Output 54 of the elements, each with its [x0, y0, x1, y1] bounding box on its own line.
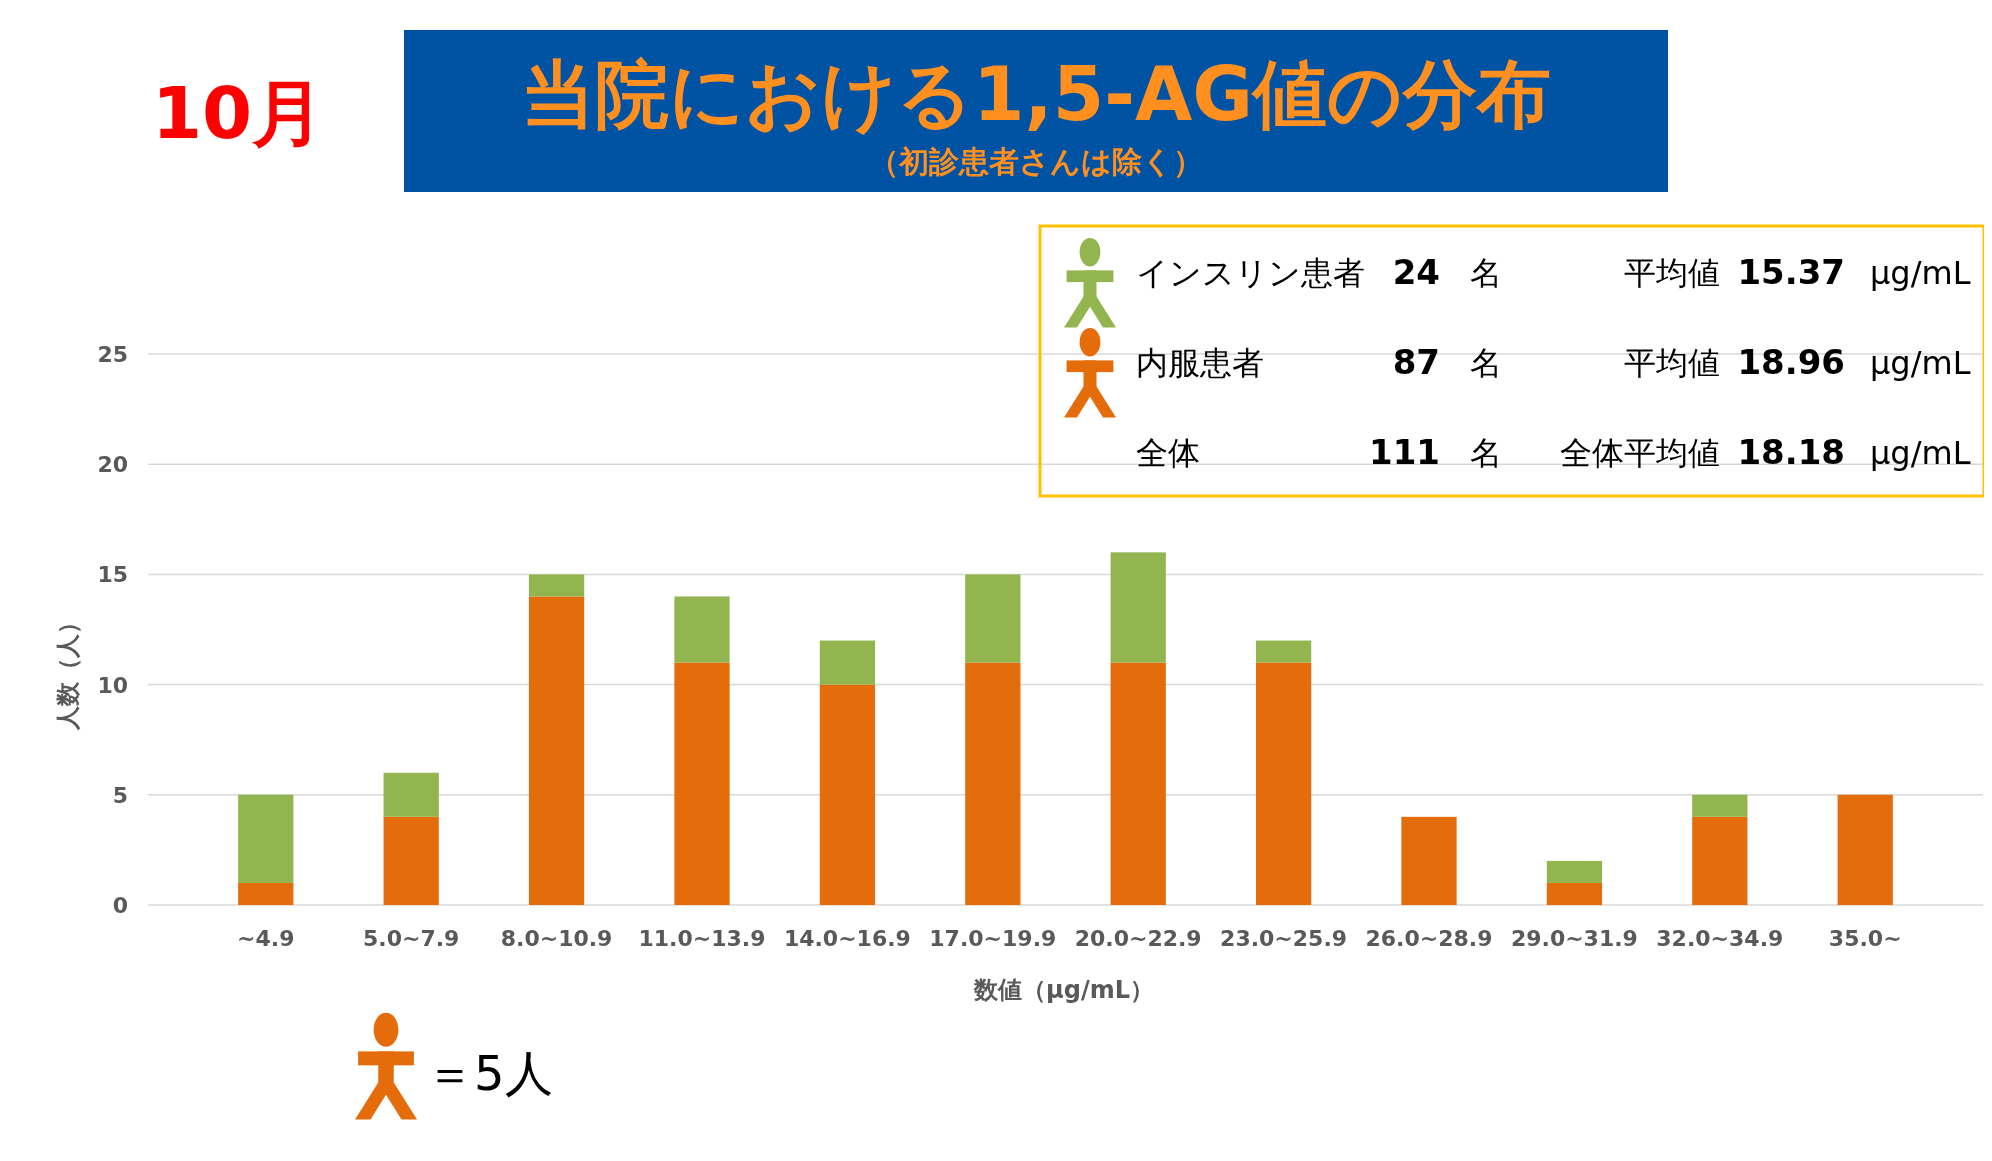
- x-tick-label: 23.0~25.9: [1220, 926, 1348, 951]
- x-tick-label: ~4.9: [237, 926, 295, 951]
- bar: [965, 662, 1021, 905]
- bar: [1110, 552, 1166, 663]
- bar: [1692, 794, 1748, 817]
- y-tick-label: 20: [97, 452, 128, 478]
- x-tick-label: 32.0~34.9: [1656, 926, 1784, 951]
- x-tick-label: 5.0~7.9: [362, 926, 460, 951]
- bar: [819, 684, 876, 905]
- bar: [819, 640, 876, 685]
- bar: [238, 794, 294, 883]
- legend-label: 内服患者: [1136, 344, 1264, 382]
- text: ＝5人: [426, 1045, 553, 1101]
- x-tick-label: 20.0~22.9: [1074, 926, 1202, 951]
- y-tick-label: 0: [112, 893, 128, 918]
- bar: [1546, 882, 1603, 905]
- y-tick-label: 25: [97, 342, 128, 367]
- bar: [965, 574, 1021, 663]
- chart-title: 当院における1,5-AG値の分布: [521, 51, 1551, 137]
- x-tick-label: 17.0~19.9: [929, 926, 1057, 951]
- y-tick-label: 5: [112, 782, 128, 808]
- bar: [1837, 794, 1893, 905]
- text: 24 名: [1392, 252, 1502, 292]
- y-tick-label: 15: [97, 562, 128, 588]
- bar: [383, 816, 439, 905]
- text: 全体 111 名: [1136, 432, 1502, 472]
- x-tick-label: 11.0~13.9: [638, 926, 766, 951]
- bar: [674, 662, 730, 905]
- bar: [528, 574, 585, 597]
- x-axis-title: 数値（μg/mL）: [973, 976, 1154, 1004]
- text: 平均値 15.37 μg/mL: [1624, 252, 1971, 292]
- y-axis-title: 人数（人）: [54, 609, 82, 731]
- text: 10月: [151, 71, 325, 155]
- x-tick-label: 14.0~16.9: [783, 926, 911, 951]
- x-tick-label: 26.0~28.9: [1365, 926, 1493, 951]
- bar: [1255, 640, 1312, 663]
- legend-label: インスリン患者: [1136, 254, 1365, 292]
- annotation: 平均値 18.96 μg/mL: [1624, 342, 1971, 382]
- x-tick-label: 8.0~10.9: [500, 926, 613, 951]
- x-tick-label: 29.0~31.9: [1510, 926, 1638, 951]
- bar: [1692, 816, 1748, 905]
- bar: [238, 882, 294, 905]
- chart-subtitle: （初診患者さんは除く）: [869, 144, 1203, 179]
- x-tick-label: 35.0~: [1828, 926, 1902, 951]
- annotation: 全体平均値 18.18 μg/mL: [1560, 432, 1971, 472]
- bar: [1110, 662, 1166, 905]
- y-tick-label: 10: [97, 672, 128, 698]
- bar: [674, 596, 730, 663]
- bar: [1255, 662, 1312, 905]
- bar: [528, 596, 585, 905]
- bar: [383, 772, 439, 817]
- bar: [1546, 860, 1603, 883]
- annotation: 87 名: [1392, 342, 1502, 382]
- bar: [1401, 816, 1457, 905]
